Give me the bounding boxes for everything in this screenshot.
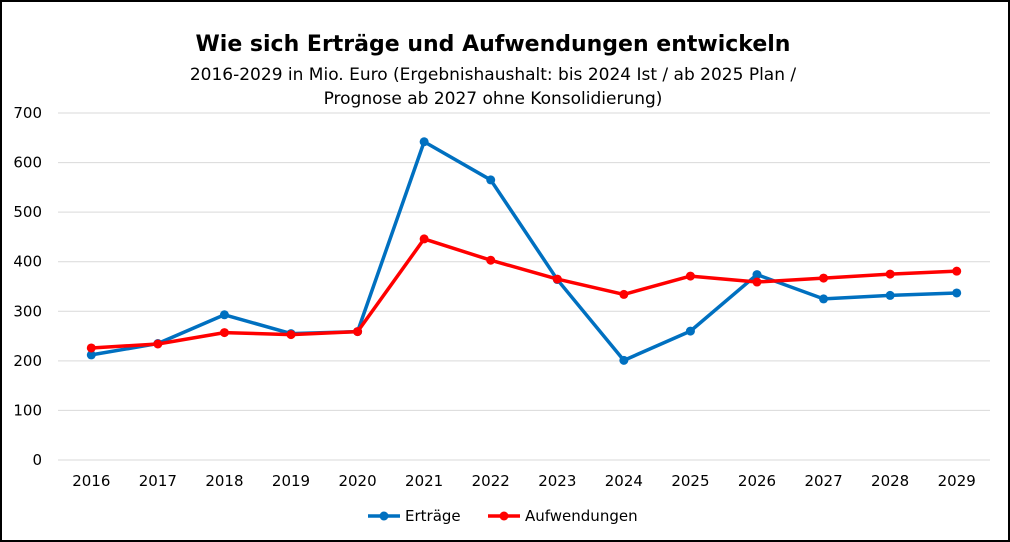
- x-tick-label: 2019: [272, 472, 310, 490]
- y-tick-label: 400: [13, 253, 42, 271]
- y-tick-label: 100: [13, 401, 42, 419]
- data-point: [153, 339, 163, 349]
- x-tick-label: 2021: [405, 472, 443, 490]
- y-tick-label: 600: [13, 154, 42, 172]
- x-tick-label: 2020: [338, 472, 376, 490]
- legend: Erträge Aufwendungen: [368, 507, 638, 525]
- x-tick-label: 2025: [671, 472, 709, 490]
- data-point: [752, 270, 762, 280]
- x-axis-ticks: 2016 2017 2018 2019 2020 2021 2022 2023 2024 2025…: [72, 472, 976, 490]
- x-tick-label: 2023: [538, 472, 576, 490]
- series-2: [86, 234, 962, 353]
- x-tick-label: 2016: [72, 472, 110, 490]
- x-tick-label: 2027: [804, 472, 842, 490]
- data-point: [685, 326, 695, 336]
- x-tick-label: 2029: [938, 472, 976, 490]
- data-point: [819, 273, 829, 283]
- data-point: [619, 289, 629, 299]
- data-point: [486, 255, 496, 265]
- gridlines: [58, 112, 990, 461]
- data-point: [86, 343, 96, 353]
- data-point: [952, 266, 962, 276]
- series-1: [86, 137, 962, 365]
- data-point: [885, 269, 895, 279]
- chart-subtitle-line-1: 2016-2029 in Mio. Euro (Ergebnishaushalt…: [189, 65, 797, 85]
- y-tick-label: 500: [13, 203, 42, 221]
- data-point: [86, 350, 96, 360]
- data-point: [419, 137, 429, 147]
- x-tick-label: 2018: [205, 472, 243, 490]
- data-point: [286, 330, 296, 340]
- chart-title: Wie sich Erträge und Aufwendungen entwic…: [195, 32, 791, 57]
- y-tick-label: 0: [32, 451, 42, 469]
- chart-subtitle: 2016-2029 in Mio. Euro (Ergebnishaushalt…: [120, 63, 866, 111]
- legend-marker: [499, 511, 509, 521]
- x-tick-label: 2022: [472, 472, 510, 490]
- data-point: [219, 328, 229, 338]
- legend-label: Erträge: [405, 507, 461, 525]
- data-point: [819, 294, 829, 304]
- chart-subtitle-line-2: Prognose ab 2027 ohne Konsolidierung): [323, 89, 663, 109]
- data-point: [685, 271, 695, 281]
- legend-item-1: Erträge: [368, 507, 461, 525]
- y-tick-label: 300: [13, 302, 42, 320]
- data-point: [619, 355, 629, 365]
- legend-item-2: Aufwendungen: [488, 507, 638, 525]
- data-point: [885, 290, 895, 300]
- data-point: [353, 327, 363, 337]
- legend-label: Aufwendungen: [525, 507, 638, 525]
- series-group: [86, 137, 962, 365]
- y-tick-label: 200: [13, 352, 42, 370]
- data-point: [752, 277, 762, 287]
- data-point: [952, 288, 962, 298]
- data-point: [486, 175, 496, 185]
- y-axis-ticks: 0 100 200 300 400 500 600 700: [13, 104, 42, 469]
- x-tick-label: 2017: [139, 472, 177, 490]
- series-line: [89, 237, 959, 350]
- series-line: [89, 140, 959, 363]
- x-tick-label: 2026: [738, 472, 776, 490]
- x-tick-label: 2028: [871, 472, 909, 490]
- legend-marker: [379, 511, 389, 521]
- data-point: [419, 234, 429, 244]
- y-tick-label: 700: [13, 104, 42, 122]
- x-tick-label: 2024: [605, 472, 643, 490]
- data-point: [219, 310, 229, 320]
- data-point: [552, 274, 562, 284]
